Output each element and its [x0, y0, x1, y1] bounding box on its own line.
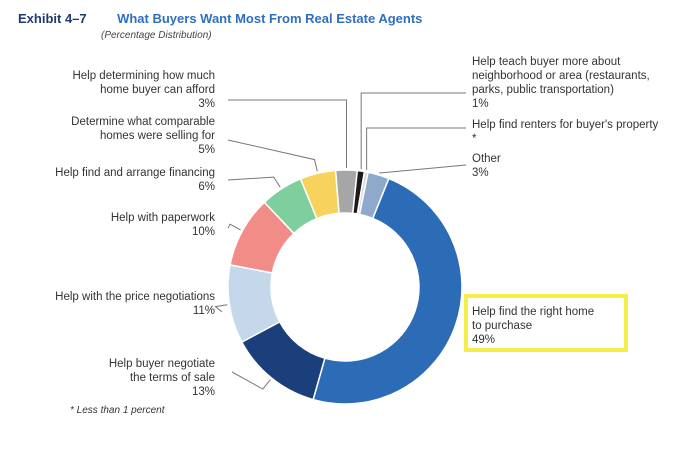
leader-line-help-teach-buyer-more-about-neighborhood-or-area-restaurants-parks-public-transportation	[360, 92, 466, 170]
slice-label-line: Other	[472, 153, 501, 165]
slice-label-line: the terms of sale	[129, 372, 215, 384]
leader-line-determine-what-comparable-homes-were-selling-for	[227, 139, 318, 172]
slice-label-help-find-and-arrange-financing: Help find and arrange financing 6%	[55, 166, 215, 194]
slice-label-determine-what-comparable-homes-were-selling-for: Determine what comparable homes were sell…	[71, 115, 215, 157]
slice-label-line: Help determining how much	[72, 70, 215, 82]
slice-label-line: parks, public transportation)	[472, 84, 614, 96]
leader-line-help-with-the-price-negotiations	[214, 304, 228, 313]
slice-help-find-the-right-home-to-purchase	[312, 177, 463, 405]
slice-value-label: 13%	[191, 386, 215, 398]
slice-other	[358, 171, 390, 220]
slice-label-help-with-the-price-negotiations: Help with the price negotiations 11%	[55, 290, 215, 318]
leader-line-other	[379, 164, 467, 174]
slice-label-help-find-the-right-home-to-purchase: Help find the right home to purchase 49%	[472, 305, 594, 347]
chart-header: Exhibit 4–7 What Buyers Want Most From R…	[18, 10, 422, 28]
slice-label-help-with-paperwork: Help with paperwork 10%	[111, 211, 215, 239]
leader-line-help-find-and-arrange-financing	[227, 176, 281, 188]
slice-label-line: neighborhood or area (restaurants,	[472, 70, 650, 82]
highlight-box	[464, 294, 628, 352]
footnote: * Less than 1 percent	[70, 405, 165, 416]
slice-value-label: 49%	[472, 334, 496, 346]
leader-line-help-buyer-negotiate-the-terms-of-sale	[231, 371, 271, 390]
slice-label-line: home buyer can afford	[100, 84, 215, 96]
slice-value-label: 3%	[198, 98, 215, 110]
slice-label-line: Help with the price negotiations	[55, 291, 215, 303]
slice-label-help-teach-buyer-more-about-neighborhood-or-area-restaurants-parks-public-transportation: Help teach buyer more about neighborhood …	[472, 55, 650, 111]
slice-value-label: 10%	[191, 226, 215, 238]
slice-label-help-buyer-negotiate-the-terms-of-sale: Help buyer negotiate the terms of sale 13%	[109, 357, 215, 399]
slice-label-line: Help find renters for buyer's property	[472, 119, 659, 131]
slice-label-help-find-renters-for-buyer-s-property: Help find renters for buyer's property *	[472, 118, 658, 146]
leader-line-help-find-renters-for-buyer-s-property	[366, 127, 466, 170]
leader-line-help-determining-how-much-home-buyer-can-afford	[228, 99, 347, 169]
slice-label-line: homes were selling for	[99, 130, 215, 142]
slice-label-line: Help find and arrange financing	[55, 167, 215, 179]
slice-label-line: to purchase	[472, 320, 533, 332]
exhibit-number: Exhibit 4–7	[18, 11, 87, 26]
slice-label-line: Help with paperwork	[110, 212, 215, 224]
slice-label-line: Help buyer negotiate	[108, 358, 215, 370]
slice-value-label: 11%	[192, 305, 215, 317]
leader-line-help-with-paperwork	[227, 223, 241, 231]
slice-value-label: 1%	[472, 98, 489, 110]
slice-label-line: Help find the right home	[472, 306, 595, 318]
slice-label-help-determining-how-much-home-buyer-can-afford: Help determining how much home buyer can …	[72, 69, 215, 111]
slice-value-label: 5%	[198, 144, 215, 156]
slice-value-label: 3%	[472, 167, 489, 179]
chart-subtitle: (Percentage Distribution)	[101, 30, 212, 41]
slice-label-line: Determine what comparable	[71, 116, 215, 128]
chart-title: What Buyers Want Most From Real Estate A…	[117, 11, 423, 26]
slice-value-label: 6%	[198, 181, 215, 193]
slice-label-line: Help teach buyer more about	[472, 56, 621, 68]
slice-label-other: Other 3%	[472, 152, 501, 180]
slice-value-label: *	[472, 133, 477, 145]
